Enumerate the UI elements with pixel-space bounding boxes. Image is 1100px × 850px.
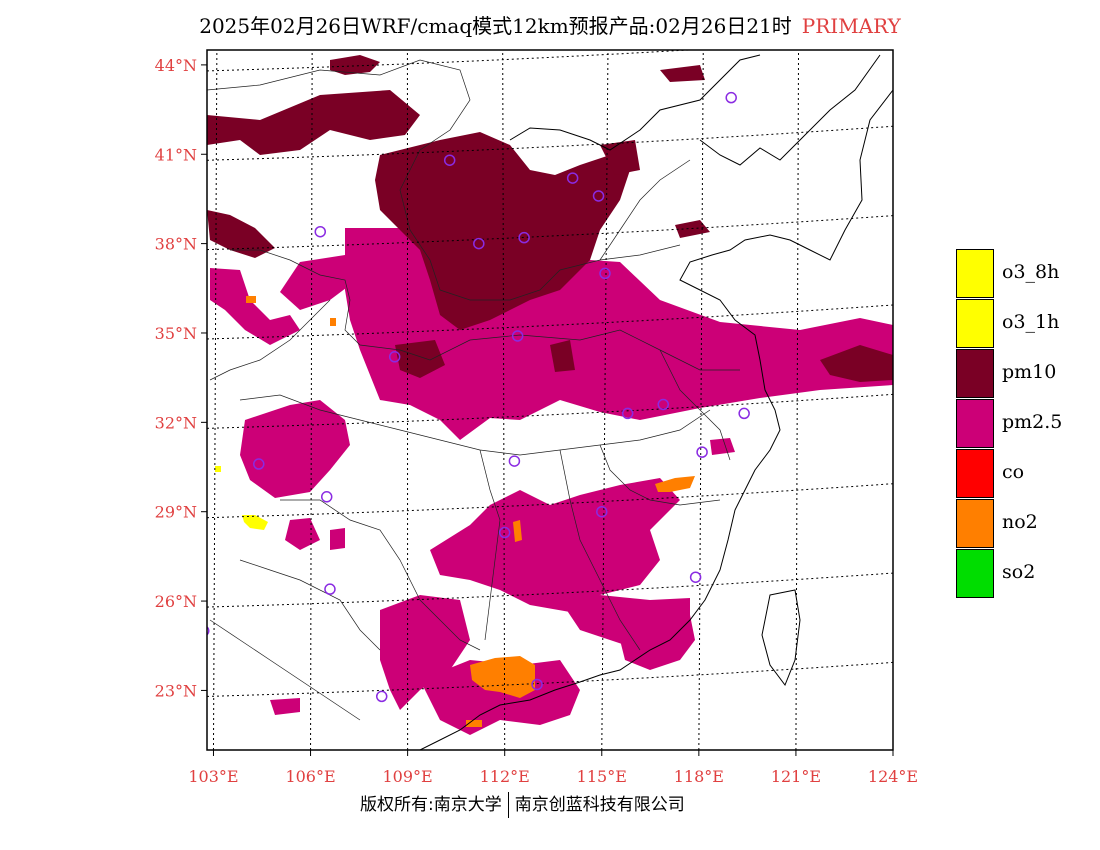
legend-swatch — [956, 549, 994, 598]
map-title: 2025年02月26日WRF/cmaq模式12km预报产品:02月26日21时 P… — [0, 10, 1100, 39]
latitude-gridline — [207, 50, 697, 72]
latitude-tick-label: 38°N — [155, 235, 197, 254]
longitude-tick-label: 124°E — [868, 767, 918, 786]
latitude-tick-label: 29°N — [155, 503, 197, 522]
station-marker — [388, 351, 401, 363]
copyright-owner: 版权所有:南京大学 — [360, 795, 502, 815]
longitude-tick-label: 112°E — [480, 767, 530, 786]
legend-label: so2 — [1002, 561, 1036, 583]
station-marker — [566, 172, 579, 184]
pm10-field — [207, 55, 893, 382]
longitude-tick-label: 106°E — [285, 767, 335, 786]
latitude-tick-label: 44°N — [155, 56, 197, 75]
station-marker — [696, 446, 708, 458]
station-marker — [207, 626, 210, 636]
station-marker — [725, 91, 737, 104]
longitude-tick-label: 115°E — [577, 767, 627, 786]
station-marker — [253, 458, 265, 470]
station-marker — [621, 407, 634, 420]
footer-separator — [507, 792, 509, 818]
station-marker — [473, 237, 485, 250]
province-borders — [207, 59, 740, 721]
legend-swatch — [956, 299, 994, 348]
station-marker — [689, 571, 702, 583]
longitude-gridline — [601, 50, 609, 750]
no2-field — [246, 296, 695, 727]
copyright-company: 南京创蓝科技有限公司 — [514, 795, 685, 815]
station-markers — [207, 91, 750, 703]
longitude-gridline — [502, 50, 506, 750]
graticule — [207, 50, 893, 750]
latitude-tick-label: 41°N — [155, 145, 197, 164]
station-marker — [443, 154, 456, 166]
station-marker — [738, 407, 750, 420]
station-marker — [320, 491, 333, 503]
longitude-tick-label: 121°E — [771, 767, 821, 786]
station-marker — [314, 225, 327, 238]
coastline — [419, 54, 893, 750]
plot-frame — [206, 49, 894, 751]
station-marker — [531, 678, 543, 691]
station-marker — [657, 398, 670, 411]
longitude-tick-label: 109°E — [383, 767, 433, 786]
latitude-tick-label: 32°N — [155, 413, 197, 432]
longitude-gridline — [212, 50, 218, 750]
longitude-gridline — [698, 50, 704, 750]
longitude-tick-label: 118°E — [674, 767, 724, 786]
legend-label: pm10 — [1002, 361, 1057, 383]
legend-label: o3_8h — [1002, 261, 1060, 283]
station-marker — [592, 190, 605, 202]
legend-swatch — [956, 399, 994, 448]
latitude-labels: 44°N 41°N 38°N 35°N 32°N 29°N 26°N 23°N — [155, 56, 207, 700]
station-marker — [511, 330, 524, 342]
legend-swatch — [956, 349, 994, 398]
longitude-tick-label: 103°E — [188, 767, 238, 786]
legend-label: co — [1002, 461, 1025, 483]
longitude-gridline — [310, 50, 313, 750]
longitude-labels: 103°E 106°E 109°E 112°E 115°E 118°E 121°E 124°E — [188, 750, 918, 786]
title-tag: PRIMARY — [801, 14, 901, 38]
latitude-tick-label: 26°N — [155, 592, 197, 611]
legend-swatch — [956, 499, 994, 548]
legend-label: no2 — [1002, 511, 1038, 533]
o3-field — [215, 466, 268, 530]
station-marker — [596, 505, 608, 518]
station-marker — [599, 267, 611, 280]
latitude-tick-label: 35°N — [155, 324, 197, 343]
station-marker — [498, 526, 511, 539]
legend-label: pm2.5 — [1002, 411, 1063, 433]
pm25-field — [210, 228, 893, 735]
legend-swatch — [956, 449, 994, 498]
latitude-tick-label: 23°N — [155, 681, 197, 700]
legend-swatch — [956, 249, 994, 298]
station-marker — [518, 231, 530, 244]
station-marker — [324, 583, 336, 595]
copyright-footer: 版权所有:南京大学 南京创蓝科技有限公司 — [360, 790, 685, 818]
title-main: 2025年02月26日WRF/cmaq模式12km预报产品:02月26日21时 — [199, 14, 792, 38]
legend-label: o3_1h — [1002, 311, 1060, 333]
station-marker — [508, 455, 521, 467]
station-marker — [375, 690, 388, 703]
longitude-gridline — [795, 50, 800, 750]
